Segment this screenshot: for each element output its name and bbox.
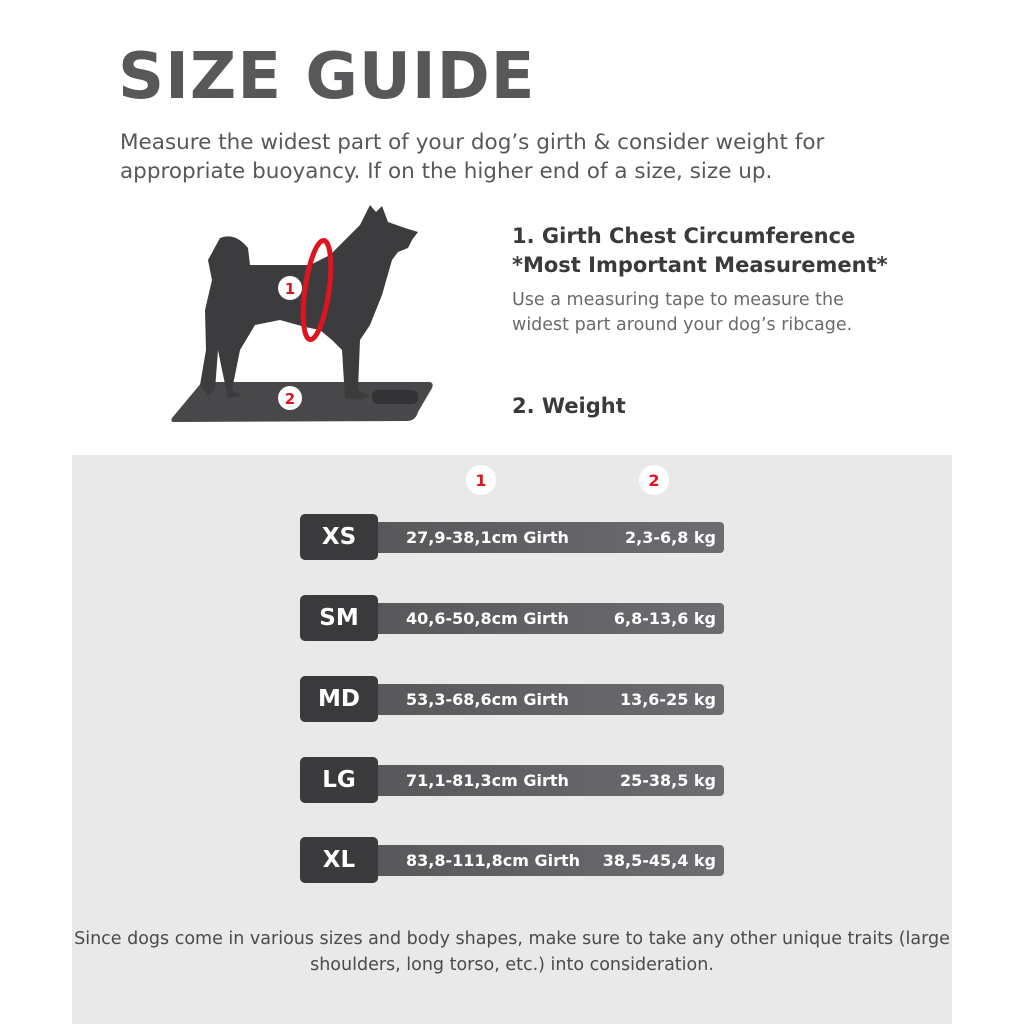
marker-1: 1	[285, 280, 295, 298]
scale-platform	[171, 382, 433, 422]
girth-heading: 1. Girth Chest Circumference *Most Impor…	[512, 222, 888, 280]
girth-value: 40,6-50,8cm Girth	[406, 609, 569, 628]
weight-value: 13,6-25 kg	[619, 690, 716, 709]
size-bar: 27,9-38,1cm Girth 2,3-6,8 kg	[374, 522, 724, 553]
girth-value: 83,8-111,8cm Girth	[406, 851, 580, 870]
dog-measurement-illustration: 1 2	[171, 205, 433, 422]
weight-value: 2,3-6,8 kg	[625, 528, 716, 547]
girth-value: 27,9-38,1cm Girth	[406, 528, 569, 547]
marker-2: 2	[285, 390, 295, 408]
size-bar: 83,8-111,8cm Girth 38,5-45,4 kg	[374, 845, 724, 876]
intro-text: Measure the widest part of your dog’s gi…	[120, 130, 825, 184]
column-badge-girth: 1	[466, 465, 496, 495]
girth-value: 71,1-81,3cm Girth	[406, 771, 569, 790]
size-bar: 40,6-50,8cm Girth 6,8-13,6 kg	[374, 603, 724, 634]
dog-silhouette-icon	[200, 205, 418, 400]
size-label: XS	[300, 514, 378, 560]
page-title: SIZE GUIDE	[118, 40, 536, 114]
column-badge-weight: 2	[639, 465, 669, 495]
weight-value: 25-38,5 kg	[619, 771, 716, 790]
size-table-panel: 1 2 XS 27,9-38,1cm Girth 2,3-6,8 kg SM 40…	[72, 455, 952, 1024]
size-label: SM	[300, 595, 378, 641]
scale-display	[372, 390, 418, 404]
girth-description: Use a measuring tape to measure the wide…	[512, 290, 853, 335]
weight-title: 2. Weight	[512, 394, 626, 418]
footnote: Since dogs come in various sizes and bod…	[74, 929, 950, 975]
girth-title: 1. Girth Chest Circumference	[512, 224, 856, 248]
girth-value: 53,3-68,6cm Girth	[406, 690, 569, 709]
weight-value: 38,5-45,4 kg	[602, 851, 716, 870]
size-label: MD	[300, 676, 378, 722]
size-row-sm: SM 40,6-50,8cm Girth 6,8-13,6 kg	[300, 595, 726, 641]
girth-subtitle: *Most Important Measurement*	[512, 253, 888, 277]
size-label: LG	[300, 757, 378, 803]
weight-value: 6,8-13,6 kg	[613, 609, 716, 628]
size-row-xs: XS 27,9-38,1cm Girth 2,3-6,8 kg	[300, 514, 726, 560]
size-bar: 71,1-81,3cm Girth 25-38,5 kg	[374, 765, 724, 796]
size-bar: 53,3-68,6cm Girth 13,6-25 kg	[374, 684, 724, 715]
size-row-lg: LG 71,1-81,3cm Girth 25-38,5 kg	[300, 757, 726, 803]
size-row-md: MD 53,3-68,6cm Girth 13,6-25 kg	[300, 676, 726, 722]
girth-ring	[300, 237, 334, 343]
size-row-xl: XL 83,8-111,8cm Girth 38,5-45,4 kg	[300, 837, 726, 883]
size-label: XL	[300, 837, 378, 883]
